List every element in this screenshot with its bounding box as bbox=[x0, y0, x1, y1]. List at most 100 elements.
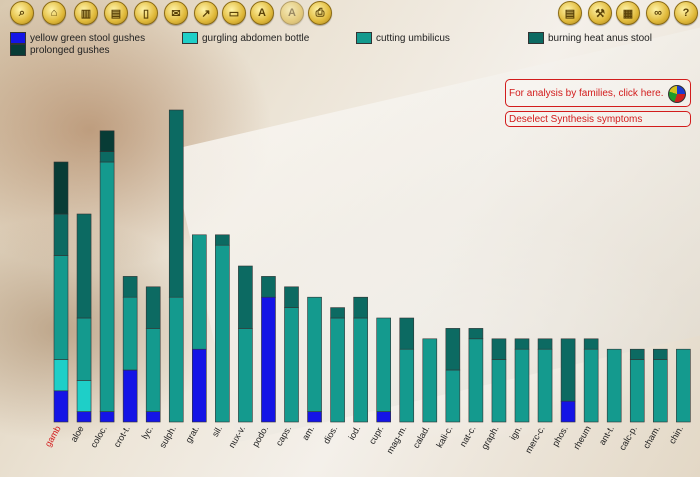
bar-segment-cupr.-2 bbox=[376, 317, 392, 412]
bar-segment-caps.-2 bbox=[284, 307, 299, 423]
x-tick-label: cupr. bbox=[367, 424, 385, 446]
deselect-link-text: Deselect Synthesis symptoms bbox=[509, 113, 643, 125]
bar-segment-crot-t.-0 bbox=[122, 369, 138, 423]
pie-chart-icon[interactable] bbox=[668, 85, 686, 103]
x-tick-label: gamb bbox=[43, 424, 63, 448]
document-icon[interactable]: ▤ bbox=[104, 1, 128, 25]
letter-a-dim-icon: A bbox=[280, 1, 304, 25]
bar-segment-podo.-3 bbox=[261, 276, 276, 298]
home-icon[interactable]: ⌂ bbox=[42, 1, 66, 25]
bar-segment-lyc.-0 bbox=[145, 411, 161, 423]
bar-segment-sulph.-2 bbox=[168, 296, 184, 423]
x-tick-label: chin. bbox=[667, 424, 685, 445]
bar-segment-dios.-3 bbox=[330, 307, 345, 319]
bar-segment-dios.-2 bbox=[330, 317, 345, 423]
x-tick-label: mag-m. bbox=[385, 424, 409, 455]
bar-segment-grat.-2 bbox=[192, 234, 207, 350]
legend-item: prolonged gushes bbox=[10, 44, 110, 56]
bar-segment-merc-c.-3 bbox=[537, 338, 553, 350]
x-tick-label: sulph. bbox=[157, 424, 178, 450]
bar-segment-cham.-2 bbox=[652, 359, 668, 423]
bar-segment-am.-0 bbox=[307, 411, 322, 423]
bar-segment-am.-2 bbox=[307, 296, 322, 412]
bar-segment-calc-p.-3 bbox=[629, 348, 645, 360]
folder-icon[interactable]: ▭ bbox=[222, 1, 246, 25]
bar-segment-kali-c.-3 bbox=[445, 328, 461, 371]
analysis-by-families-link[interactable]: For analysis by families, click here. bbox=[505, 79, 691, 107]
x-tick-label: caps. bbox=[274, 424, 293, 448]
bar-segment-mag-m.-2 bbox=[399, 348, 415, 423]
x-tick-label: dios. bbox=[321, 424, 339, 445]
x-tick-label: lyc. bbox=[140, 424, 155, 441]
bar-segment-gamb-1 bbox=[53, 359, 69, 392]
letter-a-icon[interactable]: A bbox=[250, 1, 274, 25]
bar-segment-rheum-2 bbox=[583, 348, 599, 423]
tools-icon[interactable]: ⚒ bbox=[588, 1, 612, 25]
mail-icon[interactable]: ✉ bbox=[164, 1, 188, 25]
x-tick-label: ant-t. bbox=[597, 424, 616, 447]
legend-label: gurgling abdomen bottle bbox=[202, 32, 310, 44]
bar-segment-iod.-2 bbox=[353, 317, 368, 423]
bar-segment-sulph.-3 bbox=[168, 109, 184, 298]
bar-segment-coloc.-2 bbox=[99, 161, 115, 412]
chart-legend: yellow green stool gushes gurgling abdom… bbox=[10, 32, 700, 58]
bar-segment-sil.-3 bbox=[215, 234, 230, 246]
x-tick-label: rheum bbox=[571, 424, 592, 451]
bar-segment-graph.-2 bbox=[491, 359, 507, 423]
deselect-synthesis-link[interactable]: Deselect Synthesis symptoms bbox=[505, 111, 691, 127]
link-icon[interactable]: ∞ bbox=[646, 1, 670, 25]
legend-swatch bbox=[528, 32, 544, 44]
bar-segment-graph.-3 bbox=[491, 338, 507, 360]
book-icon[interactable]: ▯ bbox=[134, 1, 158, 25]
bar-segment-phos.-3 bbox=[560, 338, 576, 402]
bar-segment-sil.-2 bbox=[215, 244, 230, 423]
legend-label: cutting umbilicus bbox=[376, 32, 450, 44]
bar-segment-caps.-3 bbox=[284, 286, 299, 308]
calendar-icon[interactable]: ▦ bbox=[616, 1, 640, 25]
x-tick-label: nat-c. bbox=[458, 424, 478, 448]
bar-segment-aloe-0 bbox=[76, 411, 92, 423]
legend-label: yellow green stool gushes bbox=[30, 32, 146, 44]
toolbar: ⌕ ⌂ ▥ ▤ ▯ ✉ ↗ ▭ A A ⎙ ▤ ⚒ ▦ ∞ ? bbox=[0, 0, 700, 28]
bar-segment-merc-c.-2 bbox=[537, 348, 553, 423]
x-tick-label: calad. bbox=[411, 424, 432, 450]
bar-segment-rheum-3 bbox=[583, 338, 599, 350]
legend-swatch bbox=[10, 44, 26, 56]
bar-segment-lyc.-2 bbox=[145, 328, 161, 412]
x-tick-label: nux-v. bbox=[227, 424, 248, 450]
bar-segment-grat.-0 bbox=[192, 348, 207, 423]
bar-segment-podo.-0 bbox=[261, 296, 276, 423]
bar-segment-cupr.-0 bbox=[376, 411, 392, 423]
bar-segment-crot-t.-3 bbox=[122, 276, 138, 298]
x-tick-label: am. bbox=[300, 424, 316, 442]
legend-item: burning heat anus stool bbox=[528, 32, 652, 44]
bar-segment-coloc.-0 bbox=[99, 411, 115, 423]
legend-label: burning heat anus stool bbox=[548, 32, 652, 44]
search-icon[interactable]: ⌕ bbox=[10, 1, 34, 25]
bar-segment-chin.-2 bbox=[676, 348, 691, 423]
x-tick-label: cham. bbox=[641, 424, 662, 450]
bar-segment-coloc.-4 bbox=[99, 130, 115, 152]
legend-item: yellow green stool gushes bbox=[10, 32, 145, 44]
bar-segment-calc-p.-2 bbox=[629, 359, 645, 423]
x-tick-label: phos. bbox=[550, 424, 570, 448]
bar-segment-nat-c.-3 bbox=[468, 328, 484, 340]
bar-segment-ant-t.-2 bbox=[606, 348, 622, 423]
x-tick-label: grat. bbox=[183, 424, 201, 445]
columns-icon[interactable]: ▥ bbox=[74, 1, 98, 25]
x-tick-label: crot-t. bbox=[112, 424, 132, 449]
notepad-icon[interactable]: ▤ bbox=[558, 1, 582, 25]
bar-segment-aloe-2 bbox=[76, 317, 92, 381]
x-tick-label: ign. bbox=[508, 424, 524, 442]
bar-segment-lyc.-3 bbox=[145, 286, 161, 329]
legend-swatch bbox=[356, 32, 372, 44]
graph-icon[interactable]: ↗ bbox=[194, 1, 218, 25]
legend-item: cutting umbilicus bbox=[356, 32, 450, 44]
x-tick-label: merc-c. bbox=[523, 424, 547, 455]
printer-icon[interactable]: ⎙ bbox=[308, 1, 332, 25]
help-icon[interactable]: ? bbox=[674, 1, 698, 25]
x-tick-label: coloc. bbox=[88, 424, 108, 449]
x-tick-label: aloe bbox=[69, 424, 86, 444]
bar-segment-kali-c.-2 bbox=[445, 369, 461, 423]
